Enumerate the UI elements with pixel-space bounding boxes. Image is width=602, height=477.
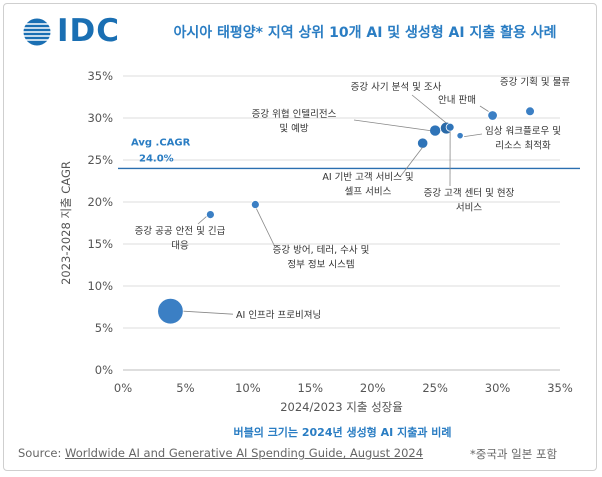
idc-logo: IDC	[22, 16, 120, 47]
y-tick-label: 25%	[87, 153, 113, 167]
point-label-defense-line-2: 정부 정보 시스템	[287, 259, 354, 271]
bubble-point	[205, 210, 215, 220]
bubble-point	[525, 106, 535, 117]
y-tick-label: 5%	[95, 321, 113, 335]
leader-line	[399, 146, 423, 178]
chart-title: 아시아 태평양* 지역 상위 10개 AI 및 생성형 AI 지출 활용 사례	[173, 25, 557, 41]
point-label-ai-infra-line-1: AI 인프라 프로비져닝	[236, 310, 321, 321]
x-tick-label: 20%	[360, 381, 386, 395]
x-tick-label: 5%	[176, 381, 194, 395]
chart-frame	[3, 3, 597, 471]
leader-line	[464, 133, 483, 138]
leader-line	[411, 94, 447, 124]
leader-line	[353, 119, 431, 131]
point-label-public-safety-line-1: 증강 공공 안전 및 긴급	[135, 225, 226, 237]
point-label-contact-center-line-1: 증강 고객 센터 및 현장	[424, 187, 515, 199]
y-tick-label: 35%	[87, 69, 113, 83]
avg-cagr-label: Avg .CAGR	[131, 137, 191, 148]
bubble-point	[456, 132, 464, 140]
point-label-clinical-workflow-line-2: 리소스 최적화	[495, 140, 551, 152]
leader-line	[479, 105, 489, 112]
point-label-contact-center-line-2: 서비스	[456, 203, 482, 214]
x-axis-title: 2024/2023 지출 성장율	[280, 400, 403, 414]
x-tick-label: 30%	[485, 381, 511, 395]
y-tick-label: 0%	[95, 363, 113, 377]
bubble-point	[445, 122, 455, 132]
footnote: *중국과 일본 포함	[470, 447, 558, 461]
point-label-guided-sales-line-1: 안내 판매	[438, 95, 476, 106]
x-tick-label: 25%	[422, 381, 448, 395]
point-label-public-safety-line-2: 대응	[171, 241, 189, 252]
x-tick-label: 35%	[547, 381, 573, 395]
point-label-clinical-workflow-line-1: 임상 워크플로우 및	[485, 125, 561, 137]
x-tick-label: 15%	[298, 381, 324, 395]
point-label-planning-logistics-line-1: 증강 기획 및 물류	[500, 76, 570, 88]
y-tick-label: 10%	[87, 279, 113, 293]
leader-line	[197, 216, 207, 225]
point-label-threat-intelligence-line-2: 및 예방	[279, 123, 308, 135]
leader-line	[183, 310, 234, 315]
point-label-fraud-analysis-line-1: 증강 사기 분석 및 조사	[351, 81, 442, 93]
point-label-customer-service-line-1: AI 기반 고객 서비스 및	[322, 171, 414, 183]
bubble-point	[417, 137, 429, 149]
bubble-size-note: 버블의 크기는 2024년 생성형 AI 지출과 비례	[233, 426, 452, 439]
point-label-defense-line-1: 증강 방어, 테러, 수사 및	[273, 244, 370, 256]
bubble-point	[250, 200, 260, 209]
bubble-point	[487, 110, 498, 121]
leader-line	[255, 208, 276, 248]
point-label-threat-intelligence-line-1: 증강 위협 인텔리전스	[252, 108, 337, 120]
y-axis-title: 2023-2028 지출 CAGR	[59, 161, 73, 285]
bubble-point	[429, 124, 442, 137]
logo-text: IDC	[57, 13, 121, 49]
y-tick-label: 30%	[87, 111, 113, 125]
source-prefix: Source:	[18, 446, 66, 460]
x-tick-label: 0%	[114, 381, 132, 395]
point-label-customer-service-line-2: 셀프 서비스	[345, 187, 392, 198]
source-link: Worldwide AI and Generative AI Spending …	[65, 446, 424, 460]
globe-icon	[23, 18, 51, 45]
bubble-point	[157, 298, 184, 325]
avg-cagr-value: 24.0%	[139, 153, 174, 164]
y-tick-label: 15%	[87, 237, 113, 251]
y-tick-label: 20%	[87, 195, 113, 209]
source-text: Source: Worldwide AI and Generative AI S…	[18, 446, 423, 460]
x-tick-label: 10%	[235, 381, 261, 395]
